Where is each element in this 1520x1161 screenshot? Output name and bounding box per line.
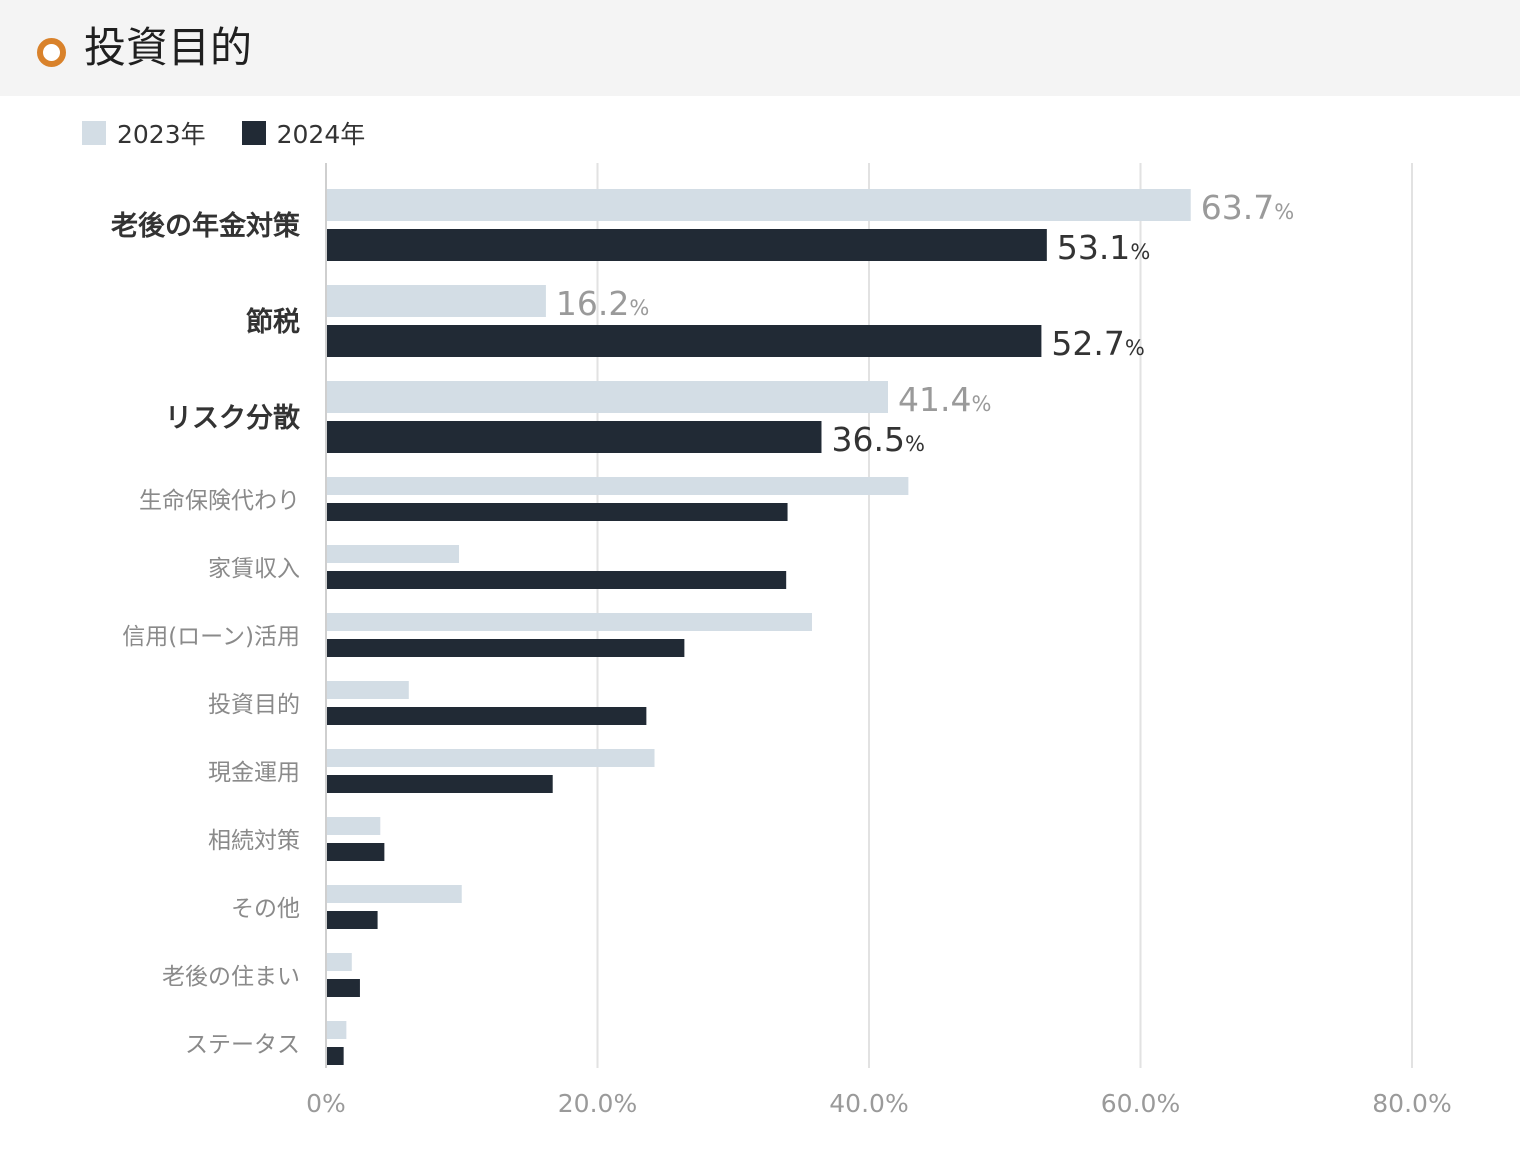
chart-header: 投資目的 [0, 0, 1520, 96]
bar-2024 [326, 843, 385, 861]
bar-2024 [326, 775, 553, 793]
bar-2024 [326, 707, 647, 725]
data-label-unit: % [1130, 240, 1150, 264]
x-tick-label: 40.0% [829, 1089, 908, 1118]
data-label-unit: % [629, 296, 649, 320]
data-label-2024: 36.5% [831, 420, 924, 459]
bar-2023 [326, 1021, 347, 1039]
category-label: 現金運用 [208, 760, 300, 786]
bar-2024 [326, 979, 360, 997]
bar-2023 [326, 817, 381, 835]
x-tick-label: 60.0% [1101, 1089, 1180, 1118]
legend-item-2024: 2024年 [241, 115, 366, 151]
x-tick-label: 0% [306, 1089, 346, 1118]
chart-title: 投資目的 [84, 23, 253, 72]
bar-2023 [326, 381, 889, 413]
data-label-unit: % [971, 392, 991, 416]
bar-2023 [326, 749, 655, 767]
bar-2023 [326, 285, 546, 317]
legend-label-2023: 2023年 [117, 120, 206, 149]
circle-bullet-icon [37, 38, 66, 67]
legend-swatch-2023 [82, 121, 106, 145]
bar-2024 [326, 325, 1042, 357]
category-label: リスク分散 [165, 403, 300, 434]
bar-2023 [326, 545, 460, 563]
data-label-2023: 63.7% [1201, 188, 1294, 227]
bar-2023 [326, 953, 352, 971]
bar-2024 [326, 1047, 344, 1065]
bar-2024 [326, 911, 378, 929]
category-label: ステータス [185, 1032, 300, 1058]
bar-2024 [326, 503, 788, 521]
category-label: 老後の住まい [162, 964, 300, 990]
bar-2023 [326, 613, 812, 631]
legend-label-2024: 2024年 [276, 120, 366, 149]
data-label-unit: % [1274, 200, 1294, 224]
data-label-2023: 16.2% [556, 284, 649, 323]
bar-2024 [326, 421, 822, 453]
category-label: 相続対策 [208, 828, 300, 854]
category-label: 生命保険代わり [139, 488, 300, 514]
bar-2024 [326, 229, 1047, 261]
category-label: 家賃収入 [208, 556, 300, 582]
category-label: 老後の年金対策 [111, 210, 301, 242]
bar-2024 [326, 571, 787, 589]
bar-2023 [326, 681, 409, 699]
bar-2023 [326, 189, 1191, 221]
data-label-2023: 41.4% [898, 380, 991, 419]
category-label: 投資目的 [208, 692, 300, 718]
x-tick-label: 20.0% [558, 1089, 637, 1118]
legend: 2023年 2024年 [82, 116, 401, 150]
data-label-unit: % [1125, 336, 1145, 360]
data-label-unit: % [905, 432, 925, 456]
data-label-2024: 52.7% [1051, 324, 1144, 363]
bar-2024 [326, 639, 685, 657]
legend-swatch-2024 [241, 121, 266, 145]
data-label-2024: 53.1% [1057, 228, 1150, 267]
bar-2023 [326, 477, 909, 495]
bar-2023 [326, 885, 462, 903]
legend-item-2023: 2023年 [82, 115, 206, 151]
category-label: 節税 [246, 306, 300, 338]
x-tick-label: 80.0% [1372, 1089, 1451, 1118]
category-label: 信用(ローン)活用 [122, 624, 300, 650]
category-label: その他 [231, 896, 300, 922]
